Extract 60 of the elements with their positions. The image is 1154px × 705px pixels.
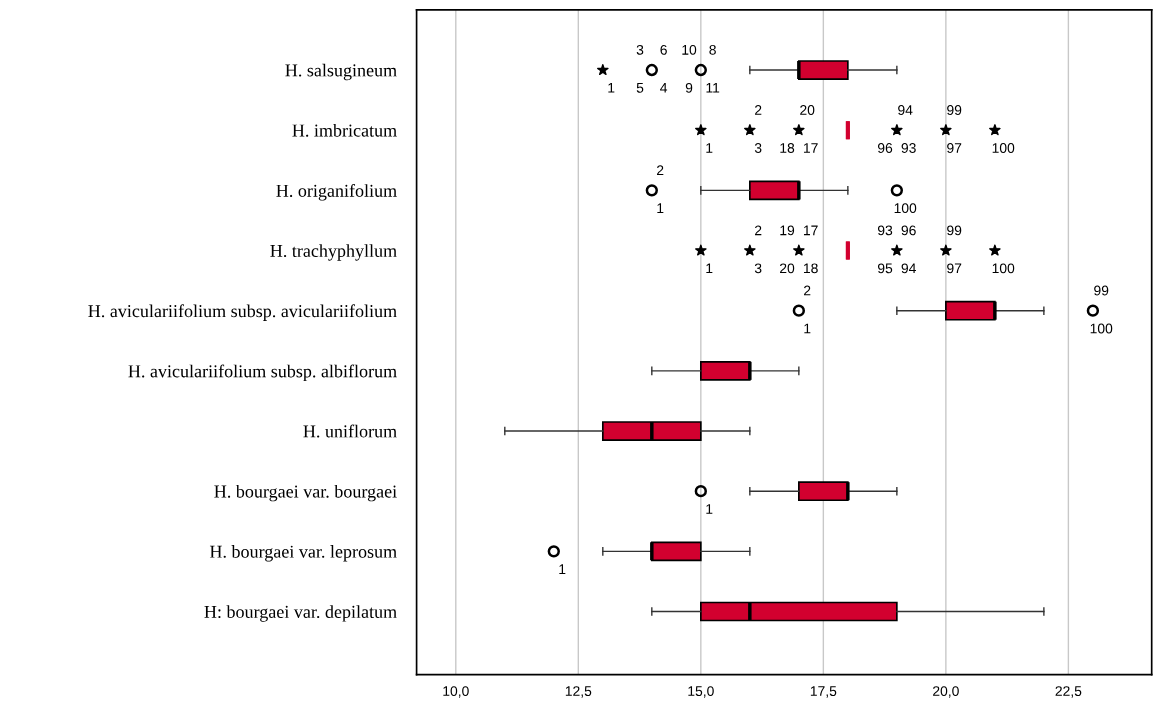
y-tick-label: H. salsugineum [285, 63, 397, 81]
annotation: 20 [780, 263, 795, 274]
annotation: 10 [682, 44, 697, 55]
annotation: 1 [559, 564, 566, 574]
annotation: 96 [877, 143, 893, 153]
annotation: 2 [755, 105, 762, 115]
annotation: 94 [898, 105, 913, 115]
annotation: 2 [804, 285, 811, 296]
annotation: 1 [608, 83, 615, 93]
annotation: 20 [800, 105, 815, 115]
annotation: 94 [901, 263, 916, 274]
x-tick-label: 10,0 [443, 686, 469, 698]
annotation: 9 [685, 82, 693, 93]
x-tick-label: 15,0 [688, 686, 714, 698]
annotation: 97 [947, 263, 962, 274]
annotation: 3 [636, 44, 644, 55]
annotation: 2 [755, 225, 762, 236]
annotation: 17 [803, 225, 818, 236]
x-tick-label: 20,0 [933, 686, 959, 698]
annotation: 19 [780, 225, 795, 236]
annotation: 18 [780, 143, 795, 153]
x-tick-label: 17,5 [810, 686, 837, 698]
y-tick-label: H: bourgaei var. depilatum [204, 605, 397, 622]
annotation: 100 [1090, 323, 1113, 334]
annotation: 100 [992, 263, 1015, 274]
annotation: 18 [803, 263, 818, 274]
annotation: 6 [660, 44, 667, 55]
annotation: 8 [709, 44, 716, 55]
annotation: 1 [804, 323, 811, 334]
annotation: 100 [992, 143, 1015, 153]
annotation: 1 [706, 143, 713, 153]
annotation: 3 [754, 143, 762, 153]
y-tick-label: H. origanifolium [276, 184, 397, 201]
annotation: 2 [657, 165, 664, 175]
x-tick-label: 12,5 [565, 686, 592, 698]
y-tick-label: H. imbricatum [292, 123, 397, 137]
annotation: 96 [901, 225, 916, 236]
annotation: 3 [754, 263, 762, 274]
y-tick-label: H. bourgaei var. leprosum [209, 545, 397, 562]
annotation: 93 [901, 143, 916, 153]
annotation: 99 [1094, 285, 1109, 296]
y-tick-label: H. bourgaei var. bourgaei [214, 484, 397, 502]
annotation: 99 [947, 225, 962, 236]
annotation: 1 [657, 203, 664, 213]
y-tick-label: H. trachyphyllum [270, 244, 397, 261]
annotation: 99 [947, 105, 962, 115]
annotation: 100 [894, 203, 917, 214]
annotation: 17 [803, 143, 818, 153]
y-tick-label: H. aviculariifolium subsp. albiflorum [128, 364, 397, 382]
annotation: 1 [706, 263, 713, 274]
annotation: 95 [877, 263, 893, 274]
y-tick-label: H. aviculariifolium subsp. aviculariifolium [88, 304, 397, 321]
x-tick-label: 22,5 [1055, 686, 1082, 698]
annotation: 1 [706, 504, 713, 514]
annotation: 93 [877, 225, 893, 236]
annotation: 5 [636, 83, 644, 93]
annotation: 4 [660, 83, 668, 93]
annotation: 11 [706, 83, 720, 93]
annotation: 97 [947, 143, 962, 153]
y-tick-label: H. uniflorum [303, 424, 397, 438]
